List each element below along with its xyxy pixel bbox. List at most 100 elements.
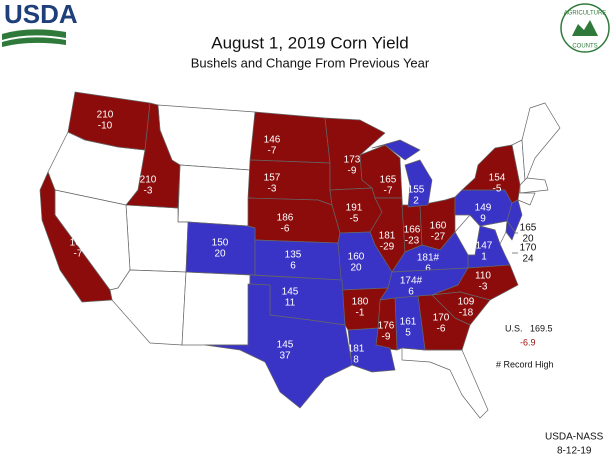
state-change: 11 [285,298,296,309]
state [39,171,113,303]
state [177,164,251,227]
state-change: -3 [144,186,153,197]
note: # Record High [496,359,554,369]
state-change: 24 [522,254,534,265]
state [521,102,561,181]
seal-icon [572,20,598,36]
seal-bottom: COUNTS [572,44,597,50]
us-summary: U.S. 169.5 -6.9 # Record High [496,323,554,369]
state [519,177,549,194]
state-change: -7 [268,146,277,157]
state [347,327,396,373]
state [181,271,251,346]
state-yield: 160 [430,221,447,232]
state-change: 6 [290,261,296,272]
state-change: -6 [281,224,290,235]
state-yield: 181 [379,231,396,242]
state-change: 20 [350,263,362,274]
us-yield: 169.5 [530,323,553,333]
state-change: -3 [479,282,488,293]
state-yield: 110 [475,271,491,282]
state-yield: 170 [520,243,537,254]
state-yield: 181# [417,253,440,264]
state-yield: 165 [380,175,397,186]
state-yield: 150 [212,238,229,249]
state-change: -27 [431,232,446,243]
state-change: 6 [425,264,431,275]
state-yield: 149 [475,203,492,214]
state-change: 8 [353,355,359,366]
state-change: -9 [382,332,391,343]
state-yield: 165 [520,223,537,234]
state-yield: 160 [348,252,365,263]
seal: AGRICULTURE COUNTS [560,3,610,53]
state [249,111,331,164]
state [517,192,536,206]
logo-wave [2,37,66,47]
state-yield: 180 [352,297,369,308]
state-yield: 154 [489,173,506,184]
state-yield: 155 [408,185,425,196]
state [506,199,523,233]
date: 8-12-19 [557,446,592,457]
state-yield: 157 [264,173,281,184]
state [371,139,433,208]
state-change: -6 [437,324,446,335]
state-change: -23 [405,236,420,247]
state-change: -29 [380,242,395,253]
state-change: 9 [480,214,486,225]
state [247,197,341,244]
state-change: 20 [522,234,534,245]
seal-ring [560,3,610,53]
state-yield: 181 [348,344,365,355]
state-yield: 191 [346,203,363,214]
state-yield: 145 [282,287,299,298]
seal-top: AGRICULTURE [564,11,607,17]
state [391,231,469,273]
us-change: -6.9 [520,337,536,347]
state-change: -7 [74,249,83,260]
state-yield: 166 [70,238,87,249]
title: August 1, 2019 Corn Yield [211,33,409,52]
state-yield: 147 [476,241,493,252]
state-change: -3 [268,184,277,195]
state [505,220,516,241]
logo-text: USDA [4,0,78,29]
state-change: 20 [214,249,226,260]
state-yield: 173 [344,155,361,166]
state-change: 5 [405,328,411,339]
state [204,283,353,409]
state-yield: 146 [264,135,281,146]
state-change: 6 [408,287,414,298]
state-yield: 174# [400,276,423,287]
state-yield: 186 [277,213,294,224]
usda-logo: USDA [2,0,78,47]
state-change: 2 [413,196,419,207]
state-change: -5 [350,214,359,225]
state-change: -7 [384,186,393,197]
state-yield: 170 [433,313,450,324]
state-change: 37 [279,351,291,362]
state-yield: 109 [458,297,475,308]
state-yield: 135 [285,250,302,261]
us-label: U.S. [505,323,523,333]
us-map: 210-10210-3166-7146-7157-3186-6173-9165-… [39,91,561,419]
source: USDA-NASS [545,432,604,443]
state-yield: 176 [378,321,395,332]
state-change: 1 [481,252,487,263]
state-change: -10 [98,121,113,132]
state-yield: 166 [404,225,421,236]
logo-wave [2,29,66,40]
state-yield: 145 [277,340,294,351]
state-change: -5 [493,184,502,195]
state-yield: 210 [97,110,114,121]
state [125,102,181,209]
subtitle: Bushels and Change From Previous Year [191,55,430,70]
state [401,347,489,419]
state [461,144,521,204]
state-yield: 161 [400,317,417,328]
state-change: -1 [356,308,365,319]
state-change: -9 [348,166,357,177]
state-yield: 210 [140,175,157,186]
